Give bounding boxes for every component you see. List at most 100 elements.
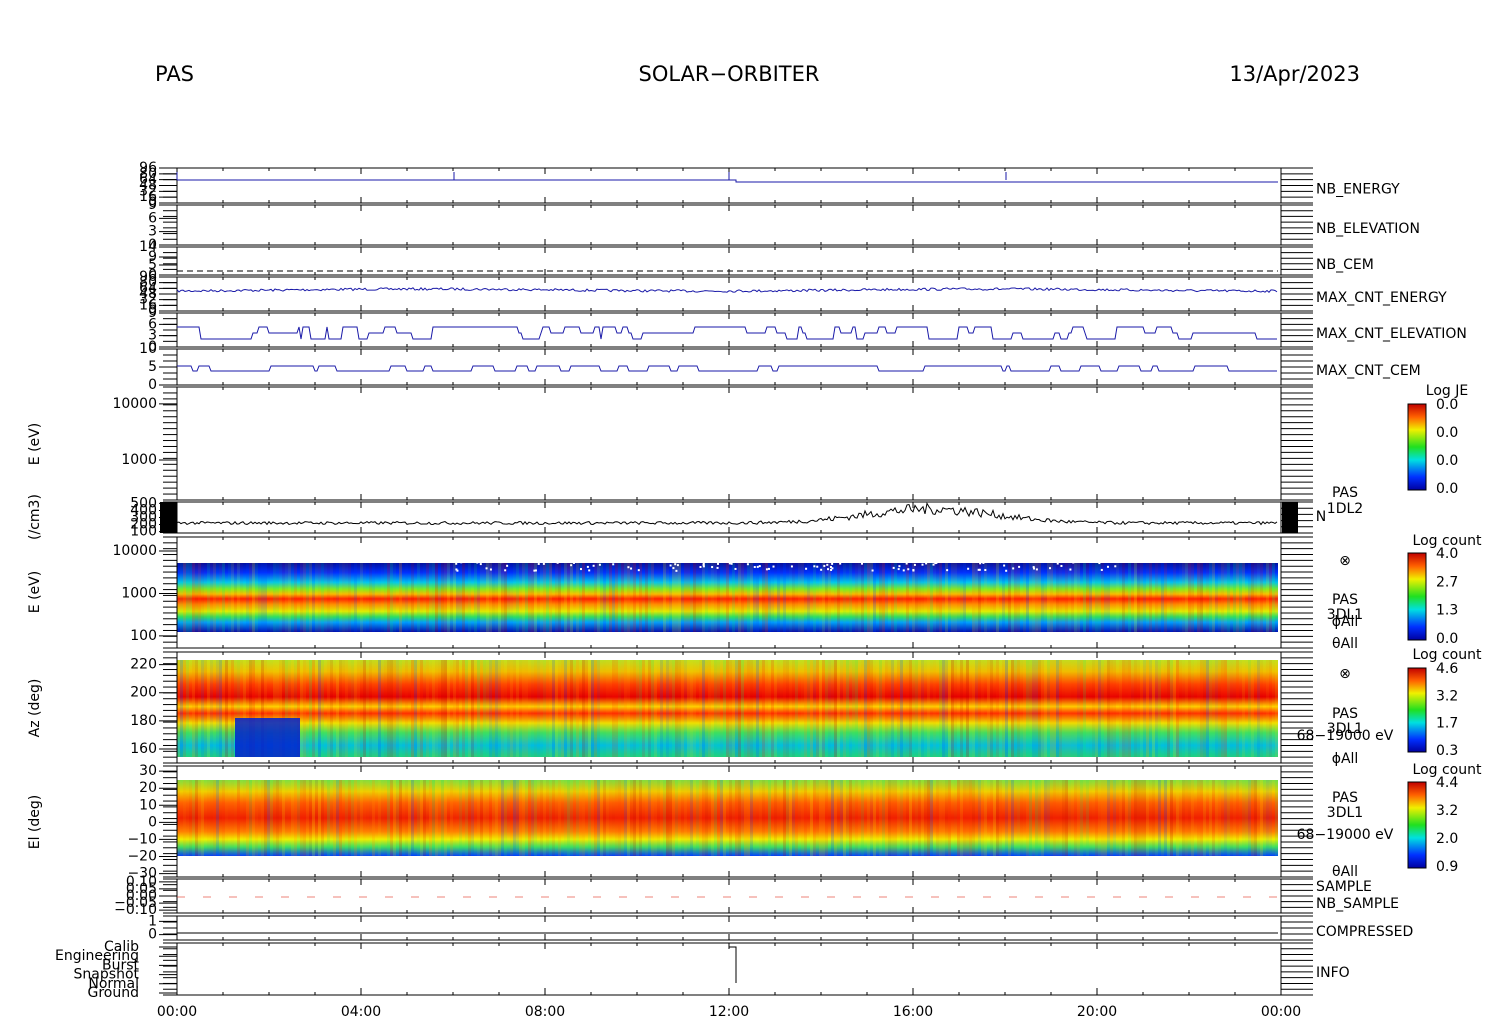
- spectrogram-dot: [598, 563, 601, 566]
- spectrogram-texture: [1158, 563, 1161, 632]
- spectrogram-dot: [711, 566, 714, 569]
- spectrogram-texture: [1137, 563, 1140, 632]
- spectrogram-texture: [369, 660, 372, 757]
- spectrogram-texture: [1035, 660, 1038, 757]
- spectrogram-texture: [867, 660, 870, 757]
- spectrogram-texture: [282, 780, 285, 856]
- spectrogram-texture: [459, 563, 462, 632]
- spectrogram-texture: [345, 563, 348, 632]
- spectrogram-dot: [676, 564, 679, 567]
- spectrogram-texture: [240, 563, 243, 632]
- spectrogram-texture: [597, 563, 600, 632]
- y-tick-label: 180: [130, 713, 157, 729]
- spectrogram-texture: [1212, 563, 1215, 632]
- spectrogram-texture: [612, 780, 615, 856]
- spectrogram-texture: [492, 780, 495, 856]
- spectrogram-texture: [891, 563, 894, 632]
- x-tick-label: 20:00: [1077, 1004, 1117, 1020]
- spectrogram-texture: [189, 780, 192, 856]
- right-label: 3DL1: [1327, 805, 1363, 821]
- spectrogram-texture: [198, 660, 201, 757]
- spectrogram-texture: [891, 780, 894, 856]
- spectrogram-texture: [795, 660, 798, 757]
- spectrogram-texture: [708, 780, 711, 856]
- spectrogram-texture: [261, 660, 264, 757]
- spectrogram-texture: [765, 780, 768, 856]
- spectrogram-texture: [342, 563, 345, 632]
- spectrogram-texture: [1056, 780, 1059, 856]
- spectrogram-texture: [1005, 563, 1008, 632]
- spectrogram-texture: [828, 660, 831, 757]
- spectrogram-texture: [921, 563, 924, 632]
- spectrogram-texture: [1149, 563, 1152, 632]
- spectrogram-texture: [240, 660, 243, 757]
- spectrogram-texture: [522, 563, 525, 632]
- spectrogram-texture: [603, 660, 606, 757]
- spectrogram-texture: [210, 780, 213, 856]
- spectrogram-texture: [1074, 780, 1077, 856]
- spectrogram-texture: [486, 780, 489, 856]
- spectrogram-texture: [804, 660, 807, 757]
- spectrogram-texture: [759, 660, 762, 757]
- spectrogram-texture: [714, 563, 717, 632]
- spectrogram-texture: [612, 660, 615, 757]
- spectrogram-dot: [586, 565, 589, 568]
- spectrogram-texture: [1218, 780, 1221, 856]
- y-tick-label: 6: [148, 316, 157, 332]
- spectrogram-dot: [612, 563, 615, 566]
- spectrogram-texture: [846, 780, 849, 856]
- spectrogram-texture: [480, 780, 483, 856]
- colorbar-tick-label: 0.9: [1436, 859, 1458, 875]
- spectrogram-texture: [1269, 780, 1272, 856]
- spectrogram-texture: [435, 780, 438, 856]
- spectrogram-texture: [249, 660, 252, 757]
- spectrogram-texture: [585, 660, 588, 757]
- colorbar-tick-label: 3.2: [1436, 803, 1458, 819]
- spectrogram-texture: [294, 780, 297, 856]
- spectrogram-texture: [720, 660, 723, 757]
- spectrogram-texture: [534, 660, 537, 757]
- spectrogram-texture: [921, 660, 924, 757]
- spectrogram-texture: [810, 660, 813, 757]
- spectrogram-texture: [897, 660, 900, 757]
- spectrogram-texture: [408, 780, 411, 856]
- y-tick-label: 9: [148, 197, 157, 213]
- spectrogram-texture: [873, 780, 876, 856]
- spectrogram-texture: [207, 563, 210, 632]
- spectrogram-dot: [500, 561, 503, 564]
- spectrogram-texture: [363, 660, 366, 757]
- spectrogram-texture: [1125, 660, 1128, 757]
- spectrogram-texture: [1161, 563, 1164, 632]
- spectrogram-texture: [192, 780, 195, 856]
- spectrogram-texture: [261, 780, 264, 856]
- spectrogram-texture: [375, 563, 378, 632]
- spectrogram-texture: [990, 563, 993, 632]
- spectrogram-texture: [831, 660, 834, 757]
- y-tick-label: 200: [130, 517, 157, 533]
- spectrogram-texture: [1248, 660, 1251, 757]
- spectrogram-dot: [1106, 565, 1109, 568]
- spectrogram-texture: [1017, 780, 1020, 856]
- spectrogram-texture: [324, 563, 327, 632]
- spectrogram-texture: [1077, 660, 1080, 757]
- spectrogram-texture: [588, 563, 591, 632]
- spectrogram-texture: [1113, 563, 1116, 632]
- spectrogram-texture: [624, 660, 627, 757]
- spectrogram-dot: [592, 564, 595, 567]
- spectrogram-texture: [963, 563, 966, 632]
- spectrogram-texture: [1005, 780, 1008, 856]
- spectrogram-texture: [1158, 660, 1161, 757]
- spectrogram-texture: [825, 780, 828, 856]
- spectrogram-dot: [504, 569, 507, 572]
- spectrogram-dot: [527, 560, 530, 563]
- spectrogram-dot: [1049, 567, 1052, 570]
- spectrogram-texture: [996, 660, 999, 757]
- y-tick-label: 16: [139, 297, 157, 313]
- spectrogram-texture: [321, 563, 324, 632]
- spectrogram-texture: [345, 780, 348, 856]
- spectrogram-texture: [885, 563, 888, 632]
- spectrogram-texture: [750, 780, 753, 856]
- spectrogram-texture: [300, 563, 303, 632]
- spectrogram-texture: [1164, 563, 1167, 632]
- spectrogram-texture: [183, 660, 186, 757]
